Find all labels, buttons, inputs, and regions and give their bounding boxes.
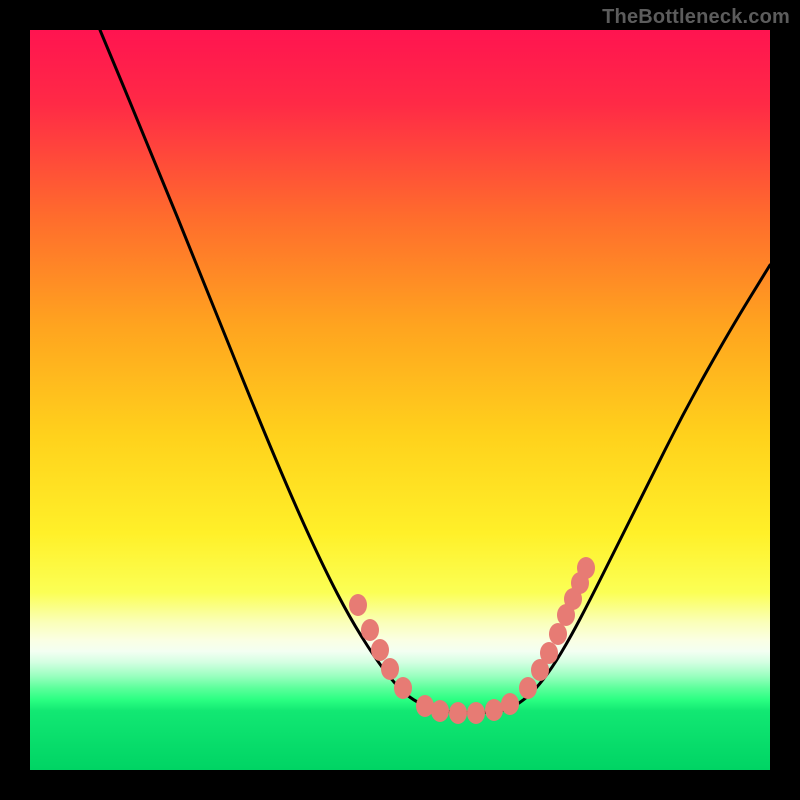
curve-marker [381,658,399,680]
curve-marker [501,693,519,715]
curve-marker [361,619,379,641]
chart-frame: TheBottleneck.com [0,0,800,800]
curve-marker [449,702,467,724]
curve-marker [577,557,595,579]
plot-area [30,30,770,770]
gradient-background [30,30,770,770]
curve-marker [549,623,567,645]
curve-marker [394,677,412,699]
curve-marker [349,594,367,616]
curve-marker [467,702,485,724]
curve-marker [371,639,389,661]
watermark-text: TheBottleneck.com [602,6,790,29]
gradient-chart [30,30,770,770]
curve-marker [485,699,503,721]
curve-marker [540,642,558,664]
curve-marker [519,677,537,699]
curve-marker [431,700,449,722]
